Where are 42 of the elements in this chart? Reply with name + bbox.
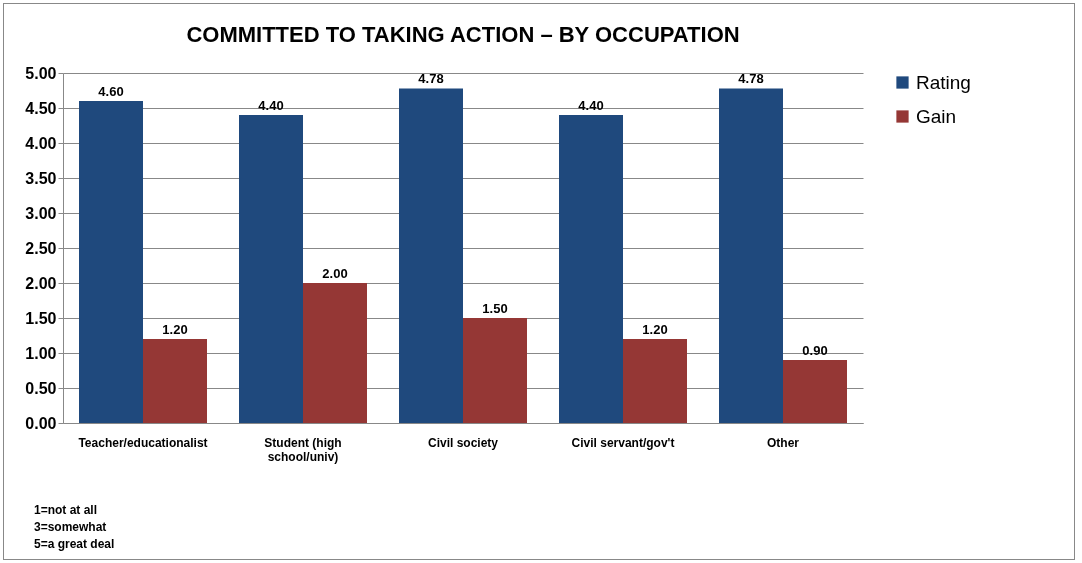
data-label: 4.78 — [418, 71, 444, 87]
x-tick-label: Teacher/educationalist — [78, 435, 208, 450]
text: 5=a great deal — [34, 537, 115, 551]
data-label: 0.90 — [802, 343, 828, 358]
y-tick-label: 0.00 — [25, 414, 57, 432]
y-tick-label: 4.00 — [25, 134, 57, 152]
bar — [239, 115, 303, 423]
bar — [719, 88, 783, 423]
bar — [399, 88, 463, 423]
x-tick-label: Civil servant/gov't — [571, 435, 675, 450]
bar — [559, 115, 623, 423]
legend-label: Gain — [916, 105, 957, 127]
data-label: 4.40 — [578, 98, 604, 113]
data-label: 4.40 — [258, 98, 284, 113]
bar — [303, 283, 367, 423]
bar — [79, 101, 143, 423]
y-tick-label: 1.50 — [25, 309, 57, 327]
bar — [783, 360, 847, 423]
legend-label: Rating — [916, 71, 971, 93]
x-tick-label: Student (high school/univ) — [264, 435, 342, 464]
y-tick-label: 2.50 — [25, 239, 57, 257]
chart-title: COMMITTED TO TAKING ACTION – BY OCCUPATION — [186, 22, 740, 47]
y-tick-label: 4.50 — [25, 99, 57, 117]
text: 1=not at all — [34, 503, 98, 517]
x-tick-label: Civil society — [427, 435, 499, 450]
data-label: 4.60 — [98, 84, 124, 99]
y-tick-label: 3.00 — [25, 204, 57, 222]
y-tick-label: 1.00 — [25, 344, 57, 362]
bar — [623, 339, 687, 423]
data-label: 4.78 — [738, 71, 764, 87]
y-tick-label: 2.00 — [25, 274, 57, 292]
data-label: 2.00 — [322, 266, 348, 281]
bar — [463, 318, 527, 423]
y-tick-label: 5.00 — [25, 64, 57, 82]
data-label: 1.50 — [482, 301, 508, 316]
data-label: 1.20 — [162, 322, 188, 337]
text: 3=somewhat — [34, 520, 107, 534]
data-label: 1.20 — [642, 322, 668, 337]
y-tick-label: 0.50 — [25, 379, 57, 397]
bar — [143, 339, 207, 423]
y-tick-label: 3.50 — [25, 169, 57, 187]
x-tick-label: Other — [766, 435, 800, 450]
